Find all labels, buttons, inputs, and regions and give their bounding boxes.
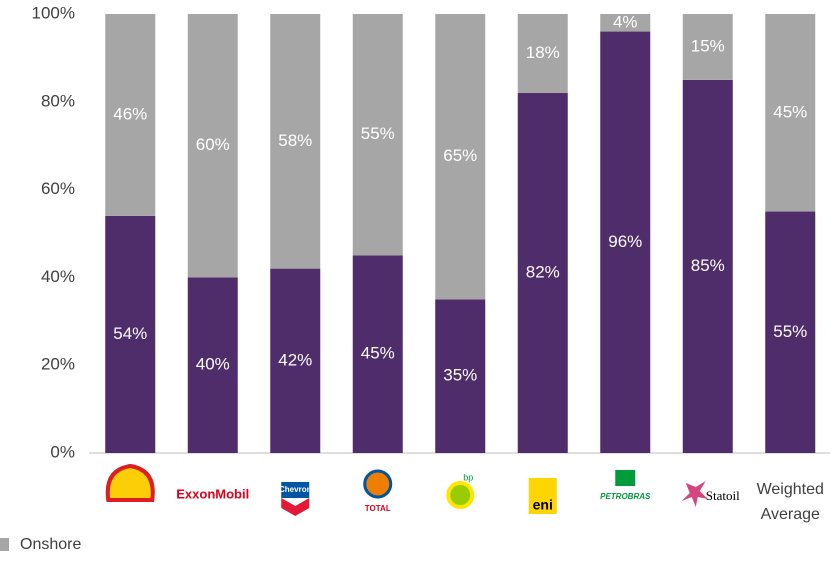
y-tick-label: 80% <box>41 91 75 110</box>
category-label: ExxonMobil <box>176 486 249 501</box>
petrobras-logo <box>615 470 636 486</box>
value-label: 18% <box>526 43 560 62</box>
value-label: 54% <box>113 324 147 343</box>
category-label: Statoil <box>706 488 740 503</box>
bar-segment <box>517 93 568 454</box>
y-tick-label: 20% <box>41 355 75 374</box>
bar-segment <box>352 255 403 453</box>
y-tick-label: 0% <box>50 442 75 461</box>
statoil-logo <box>681 481 708 507</box>
value-label: 15% <box>691 36 725 55</box>
value-label: 45% <box>773 102 807 121</box>
bar-segment <box>270 14 321 269</box>
category-label: PETROBRAS <box>600 492 651 501</box>
bar-segment <box>600 31 651 454</box>
value-label: 96% <box>608 232 642 251</box>
value-label: 82% <box>526 262 560 281</box>
value-label: 45% <box>361 344 395 363</box>
bar-segment <box>105 215 156 453</box>
value-label: 40% <box>196 355 230 374</box>
value-label: 60% <box>196 135 230 154</box>
bar-segment <box>352 14 403 256</box>
legend-label: Onshore <box>20 536 81 553</box>
y-tick-label: 60% <box>41 179 75 198</box>
eni-logo <box>528 478 557 514</box>
bar-segment <box>682 79 733 453</box>
legend-swatch <box>0 538 9 551</box>
bar-segment <box>682 14 733 80</box>
value-label: 55% <box>361 124 395 143</box>
value-label: 65% <box>443 146 477 165</box>
chevron-logo <box>281 482 310 498</box>
shell-logo <box>105 463 155 502</box>
bar-segment <box>105 14 156 216</box>
bar-segment <box>187 277 238 453</box>
category-label: eni <box>533 497 553 513</box>
bar-segment <box>600 14 651 32</box>
category-label: Weighted Average <box>757 481 824 523</box>
bar-segment <box>435 299 486 453</box>
value-label: 35% <box>443 366 477 385</box>
value-label: 85% <box>691 256 725 275</box>
category-label: Chevron <box>279 485 312 494</box>
category-label: TOTAL <box>365 504 391 513</box>
value-label: 55% <box>773 322 807 341</box>
bar-segment <box>187 14 238 278</box>
value-label: 42% <box>278 350 312 369</box>
chevron-logo <box>281 498 310 516</box>
bar-segment <box>765 211 816 453</box>
bar-segment <box>765 14 816 212</box>
total-logo <box>363 469 393 499</box>
bar-segment <box>270 268 321 453</box>
value-label: 58% <box>278 131 312 150</box>
bar-segment <box>517 14 568 94</box>
value-label: 46% <box>113 104 147 123</box>
y-tick-label: 40% <box>41 267 75 286</box>
category-label: bp <box>463 472 473 482</box>
bp-logo <box>446 481 475 509</box>
y-tick-label: 100% <box>32 3 75 22</box>
value-label: 4% <box>613 12 638 31</box>
bar-segment <box>435 14 486 300</box>
